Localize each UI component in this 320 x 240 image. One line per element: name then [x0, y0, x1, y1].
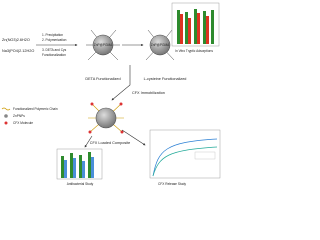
particle	[86, 29, 120, 61]
chart-caption: Antibacterial Study	[67, 182, 94, 186]
particle	[145, 29, 175, 61]
release-chart	[149, 129, 221, 179]
chart-caption: In Vitro Tryptic Adsorptions	[175, 49, 213, 53]
particle-label: CFX Loaded Composite	[90, 141, 131, 145]
legend-text: CFX Molecule	[13, 121, 33, 125]
legend-symbol	[4, 114, 8, 118]
loaded-particle	[88, 102, 124, 134]
arrow	[84, 135, 93, 148]
legend-text: ZnPNPs	[13, 114, 25, 118]
particle-label: L-cysteine Functionalized	[144, 77, 187, 81]
step: 3. DETA and Cys	[42, 48, 67, 52]
reagent: Na3(PO4)2.12H2O	[2, 49, 34, 53]
particle-label: DETA Functionalized	[85, 77, 120, 81]
step: Functionalization	[42, 53, 66, 57]
step: 1. Precipitation	[42, 33, 63, 37]
legend-symbol	[4, 121, 8, 125]
arrow	[111, 65, 131, 101]
core-label: ZnP@PGMA	[151, 43, 170, 47]
diagram: Zn(NO3)2.6H2O Na3(PO4)2.12H2O 1. Precipi…	[1, 2, 221, 186]
step: 2. Polymerization	[42, 38, 67, 42]
antibacterial-chart	[56, 148, 103, 180]
reagent: Zn(NO3)2.6H2O	[2, 38, 30, 42]
adsorption-chart	[171, 2, 220, 47]
legend-text: Functionalized Polymeric Chain	[13, 107, 58, 111]
arrow	[121, 129, 146, 146]
step-label: CFX Immobilization	[132, 91, 165, 95]
chart-caption: CFX Release Study	[158, 182, 186, 186]
legend-symbol	[1, 107, 11, 111]
page: {"reagents": ["Zn(NO3)2.6H2O", "Na3(PO4)…	[1, 2, 221, 186]
core-label: ZnP@PGMA	[94, 43, 113, 47]
